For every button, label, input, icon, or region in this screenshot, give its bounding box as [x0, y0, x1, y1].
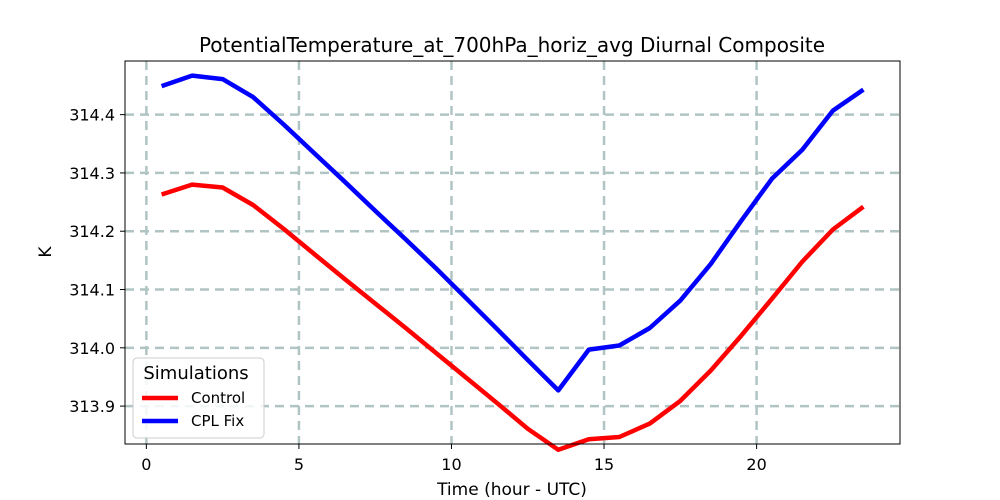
x-tick-label: 10 [441, 455, 461, 474]
x-tick-label: 5 [294, 455, 304, 474]
plot-frame [124, 60, 901, 445]
y-axis: 313.9 314.0 314.1 314.2 314.3 314.4 [69, 106, 125, 416]
legend-title: Simulations [143, 363, 248, 384]
y-tick-label: 313.9 [69, 397, 115, 416]
y-tick-label: 314.4 [69, 106, 115, 125]
x-tick-label: 15 [594, 455, 614, 474]
x-axis: 0 5 10 15 20 [141, 444, 767, 474]
series-line-control [160, 182, 865, 453]
legend: Simulations Control CPL Fix [132, 357, 265, 439]
series-lines [160, 73, 865, 453]
x-tick-label: 20 [746, 455, 766, 474]
series-line-cpl-fix [160, 73, 865, 393]
grid [125, 61, 900, 444]
y-tick-label: 314.1 [69, 281, 115, 300]
y-axis-label: K [36, 246, 56, 258]
legend-label-control: Control [191, 389, 245, 407]
x-axis-label: Time (hour - UTC) [436, 480, 587, 500]
legend-label-cpl-fix: CPL Fix [191, 412, 244, 430]
x-tick-label: 0 [141, 455, 151, 474]
legend-box [132, 357, 265, 439]
chart-title: PotentialTemperature_at_700hPa_horiz_avg… [199, 33, 825, 57]
y-tick-label: 314.0 [69, 339, 115, 358]
y-tick-label: 314.3 [69, 164, 115, 183]
y-tick-label: 314.2 [69, 222, 115, 241]
